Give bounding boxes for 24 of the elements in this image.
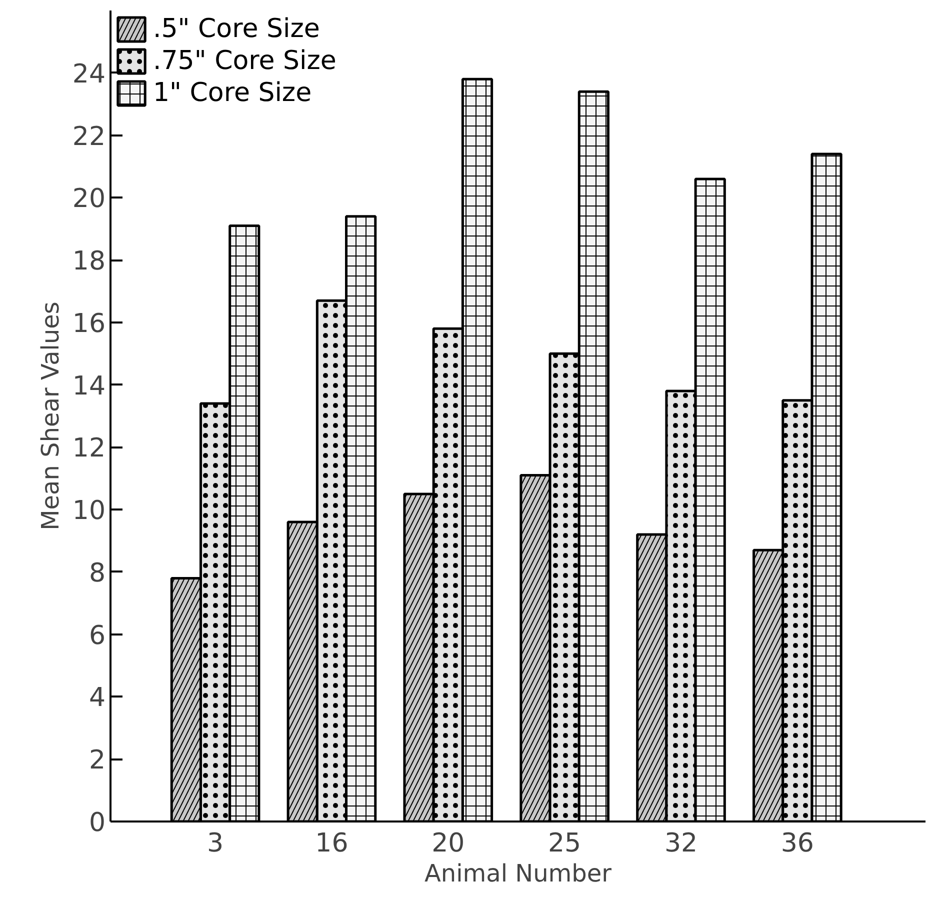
- y-tick-label: 10: [72, 496, 106, 526]
- legend-label: .75" Core Size: [153, 46, 336, 76]
- y-tick-label: 16: [72, 308, 106, 339]
- x-axis-title: Animal Number: [424, 860, 612, 888]
- y-tick-label: 22: [72, 122, 106, 152]
- y-tick-label: 12: [72, 434, 106, 464]
- x-tick-label: 20: [432, 828, 465, 858]
- y-tick-label: 18: [72, 246, 106, 277]
- legend-label: .5" Core Size: [153, 14, 320, 44]
- x-tick-label: 36: [780, 828, 814, 858]
- x-tick-label: 32: [664, 828, 698, 858]
- y-tick-label: 20: [72, 184, 106, 214]
- x-tick-label: 16: [315, 828, 348, 858]
- y-tick-label: 0: [88, 808, 106, 838]
- y-tick-label: 14: [72, 371, 106, 402]
- y-tick-label: 6: [88, 620, 106, 651]
- y-tick-label: 2: [88, 746, 106, 776]
- legend-label: 1" Core Size: [153, 78, 312, 108]
- y-tick-label: 4: [88, 683, 106, 714]
- y-tick-label: 8: [88, 558, 106, 588]
- y-axis-title: Mean Shear Values: [36, 302, 64, 530]
- x-tick-label: 3: [207, 828, 224, 858]
- x-tick-label: 25: [548, 828, 582, 858]
- y-tick-label: 24: [72, 59, 106, 90]
